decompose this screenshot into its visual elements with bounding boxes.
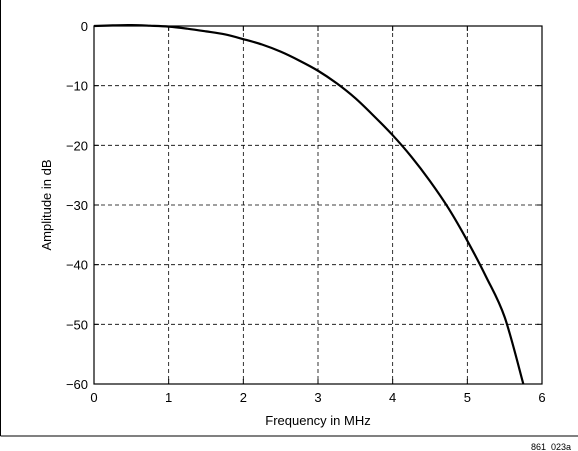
x-tick-label: 3 bbox=[314, 390, 321, 405]
x-tick-label: 4 bbox=[389, 390, 396, 405]
grid bbox=[94, 26, 542, 384]
y-tick-label: −50 bbox=[66, 317, 88, 332]
y-tick-label: −60 bbox=[66, 377, 88, 392]
y-tick-label: 0 bbox=[81, 19, 88, 34]
y-tick-labels: 0 −10 −20 −30 −40 −50 −60 bbox=[66, 19, 88, 392]
y-tick-label: −30 bbox=[66, 198, 88, 213]
x-axis-label: Frequency in MHz bbox=[265, 413, 370, 428]
y-tick-label: −10 bbox=[66, 79, 88, 94]
x-tick-label: 6 bbox=[538, 390, 545, 405]
y-tick-label: −20 bbox=[66, 138, 88, 153]
x-tick-label: 1 bbox=[165, 390, 172, 405]
series bbox=[93, 24, 525, 385]
x-tick-labels: 0 1 2 3 4 5 6 bbox=[90, 390, 545, 405]
series-line bbox=[93, 24, 525, 385]
y-tick-label: −40 bbox=[66, 258, 88, 273]
x-tick-label: 5 bbox=[464, 390, 471, 405]
x-tick-label: 0 bbox=[90, 390, 97, 405]
y-axis-label: Amplitude in dB bbox=[39, 159, 54, 250]
x-tick-label: 2 bbox=[240, 390, 247, 405]
figure-id-label: 861_023a bbox=[531, 442, 571, 451]
